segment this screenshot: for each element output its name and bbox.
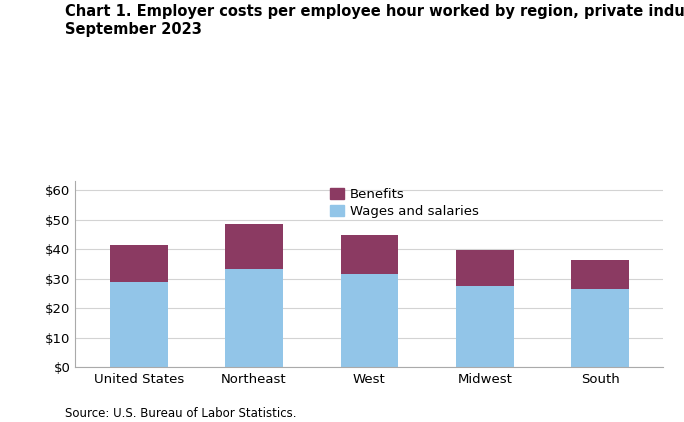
Text: Chart 1. Employer costs per employee hour worked by region, private industry,
Se: Chart 1. Employer costs per employee hou…: [65, 4, 684, 37]
Legend: Benefits, Wages and salaries: Benefits, Wages and salaries: [330, 188, 479, 218]
Bar: [110, 281, 168, 367]
Bar: [341, 274, 398, 367]
Bar: [110, 245, 168, 281]
Bar: [571, 289, 629, 367]
Bar: [571, 260, 629, 289]
Bar: [225, 269, 283, 367]
Bar: [456, 249, 514, 286]
Bar: [456, 286, 514, 367]
Bar: [225, 224, 283, 269]
Text: Source: U.S. Bureau of Labor Statistics.: Source: U.S. Bureau of Labor Statistics.: [65, 407, 296, 420]
Bar: [341, 235, 398, 274]
